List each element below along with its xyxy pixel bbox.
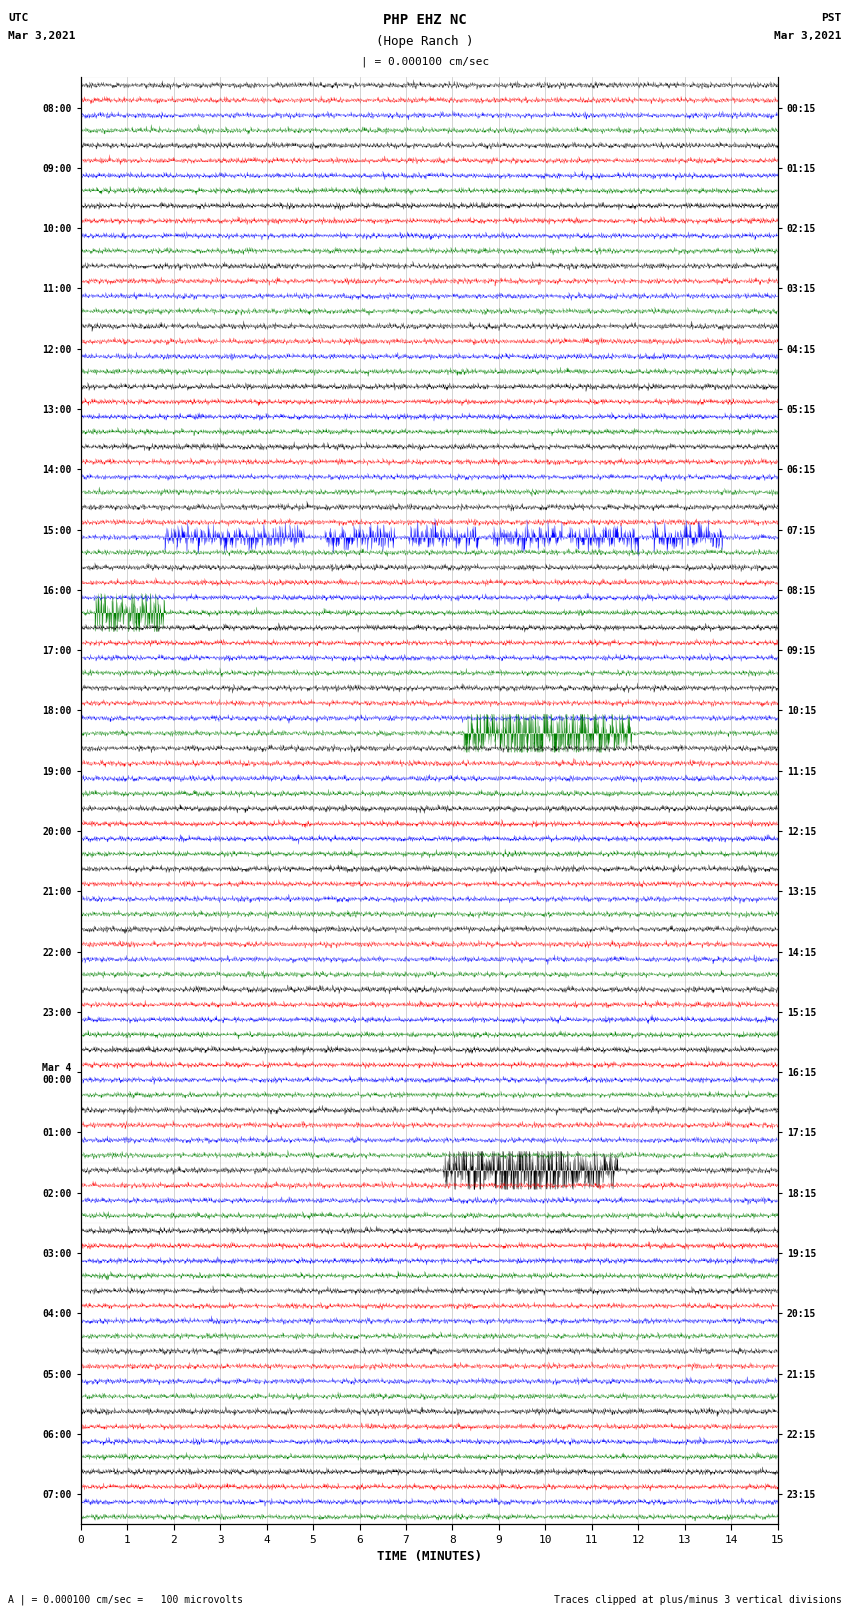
Text: A | = 0.000100 cm/sec =   100 microvolts: A | = 0.000100 cm/sec = 100 microvolts: [8, 1594, 243, 1605]
Text: PHP EHZ NC: PHP EHZ NC: [383, 13, 467, 27]
Text: Mar 3,2021: Mar 3,2021: [774, 31, 842, 40]
Text: | = 0.000100 cm/sec: | = 0.000100 cm/sec: [361, 56, 489, 68]
X-axis label: TIME (MINUTES): TIME (MINUTES): [377, 1550, 482, 1563]
Text: Mar 3,2021: Mar 3,2021: [8, 31, 76, 40]
Text: UTC: UTC: [8, 13, 29, 23]
Text: (Hope Ranch ): (Hope Ranch ): [377, 35, 473, 48]
Text: Traces clipped at plus/minus 3 vertical divisions: Traces clipped at plus/minus 3 vertical …: [553, 1595, 842, 1605]
Text: PST: PST: [821, 13, 842, 23]
